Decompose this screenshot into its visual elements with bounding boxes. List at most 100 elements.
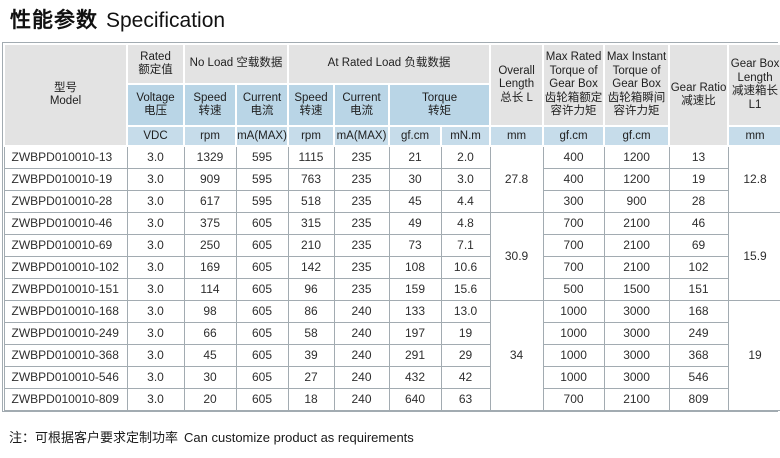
cell-torque-gfcm: 291	[388, 343, 442, 367]
cell-max-rated: 400	[542, 145, 605, 169]
cell-max-instant: 900	[603, 189, 670, 213]
unit-torque-mnm: mN.m	[439, 125, 492, 147]
cell-torque-gfcm: 49	[388, 211, 442, 235]
cell-max-instant: 1200	[603, 145, 670, 169]
cell-nl-speed: 98	[183, 299, 237, 323]
header-rated-speed: Speed 转速	[287, 83, 335, 127]
cell-voltage: 3.0	[126, 387, 185, 411]
table-row: ZWBPD010010-249 3.0 66 605 58 240 197 19…	[3, 321, 780, 345]
cell-gearbox-length-group: 19	[727, 299, 780, 411]
cell-rl-speed: 142	[287, 255, 335, 279]
cell-voltage: 3.0	[126, 145, 185, 169]
cell-model: ZWBPD010010-46	[3, 211, 128, 235]
cell-nl-speed: 909	[183, 167, 237, 191]
cell-torque-mnm: 4.4	[440, 189, 491, 213]
cell-nl-current: 595	[235, 189, 289, 213]
cell-gear-ratio: 368	[668, 343, 729, 367]
cell-max-instant: 3000	[603, 299, 670, 323]
table-row: ZWBPD010010-28 3.0 617 595 518 235 45 4.…	[3, 189, 780, 213]
cell-rl-speed: 39	[287, 343, 335, 367]
cell-max-rated: 700	[542, 387, 605, 411]
cell-torque-gfcm: 432	[388, 365, 442, 389]
cell-voltage: 3.0	[126, 299, 185, 323]
cell-gearbox-length-group: 15.9	[727, 211, 780, 301]
cell-torque-mnm: 10.6	[440, 255, 491, 279]
cell-rl-speed: 58	[287, 321, 335, 345]
cell-rl-current: 240	[333, 321, 390, 345]
header-row-units: VDC rpm mA(MAX) rpm mA(MAX) gf.cm mN.m m…	[4, 125, 780, 147]
table-row: ZWBPD010010-46 3.0 375 605 315 235 49 4.…	[3, 211, 780, 301]
cell-model: ZWBPD010010-19	[3, 167, 128, 191]
cell-rl-speed: 18	[287, 387, 335, 411]
cell-nl-current: 605	[235, 299, 289, 323]
cell-model: ZWBPD010010-151	[3, 277, 128, 301]
cell-model: ZWBPD010010-102	[3, 255, 128, 279]
cell-rl-current: 240	[333, 299, 390, 323]
unit-max-instant-gfcm: gf.cm	[603, 125, 671, 147]
unit-torque-gfcm: gf.cm	[388, 125, 442, 147]
cell-max-instant: 1200	[603, 167, 670, 191]
cell-max-instant: 1500	[603, 277, 670, 301]
cell-rl-current: 235	[333, 277, 390, 301]
cell-model: ZWBPD010010-13	[3, 145, 128, 169]
table-row: ZWBPD010010-69 3.0 250 605 210 235 73 7.…	[3, 233, 780, 257]
cell-rl-current: 235	[333, 167, 390, 191]
cell-nl-current: 605	[235, 321, 289, 345]
cell-nl-current: 595	[235, 167, 289, 191]
cell-torque-mnm: 15.6	[440, 277, 491, 301]
cell-nl-speed: 20	[183, 387, 237, 411]
cell-voltage: 3.0	[126, 343, 185, 367]
header-overall-length: Overall Length 总长 L	[489, 43, 545, 127]
cell-gear-ratio: 168	[668, 299, 729, 323]
table-row: ZWBPD010010-19 3.0 909 595 763 235 30 3.…	[3, 167, 780, 191]
cell-gear-ratio: 546	[668, 365, 729, 389]
table-row: ZWBPD010010-368 3.0 45 605 39 240 291 29…	[3, 343, 780, 367]
cell-gear-ratio: 28	[668, 189, 729, 213]
cell-max-instant: 2100	[603, 255, 670, 279]
cell-gear-ratio: 19	[668, 167, 729, 191]
cell-rl-speed: 27	[287, 365, 335, 389]
cell-model: ZWBPD010010-168	[3, 299, 128, 323]
cell-model: ZWBPD010010-69	[3, 233, 128, 257]
cell-rl-current: 235	[333, 211, 390, 235]
cell-max-rated: 700	[542, 211, 605, 235]
cell-torque-mnm: 4.8	[440, 211, 491, 235]
cell-torque-gfcm: 73	[388, 233, 442, 257]
header-gearbox-length: Gear Box Length 减速箱长 L1	[727, 43, 780, 127]
cell-torque-gfcm: 197	[388, 321, 442, 345]
cell-rl-speed: 763	[287, 167, 335, 191]
header-max-rated-torque: Max Rated Torque of Gear Box 齿轮箱额定 容许力矩	[542, 43, 606, 127]
cell-torque-mnm: 63	[440, 387, 491, 411]
table-row: ZWBPD010010-168 3.0 98 605 86 240 133 13…	[3, 299, 780, 411]
header-gear-ratio: Gear Ratio 减速比	[668, 43, 730, 147]
cell-max-rated: 300	[542, 189, 605, 213]
cell-nl-speed: 66	[183, 321, 237, 345]
cell-model: ZWBPD010010-368	[3, 343, 128, 367]
cell-gear-ratio: 151	[668, 277, 729, 301]
header-row-groups: 型号 Model Rated 额定值 No Load 空载数据 At Rated…	[3, 43, 780, 147]
cell-max-rated: 1000	[542, 299, 605, 323]
cell-nl-current: 595	[235, 145, 289, 169]
cell-voltage: 3.0	[126, 211, 185, 235]
cell-max-rated: 1000	[542, 321, 605, 345]
cell-max-rated: 500	[542, 277, 605, 301]
header-noload-speed: Speed 转速	[183, 83, 237, 127]
cell-torque-gfcm: 21	[388, 145, 442, 169]
cell-nl-current: 605	[235, 387, 289, 411]
cell-max-rated: 1000	[542, 365, 605, 389]
cell-gear-ratio: 249	[668, 321, 729, 345]
cell-voltage: 3.0	[126, 167, 185, 191]
header-no-load: No Load 空载数据	[183, 43, 289, 85]
unit-noload-ma: mA(MAX)	[235, 125, 289, 147]
header-row-sub: Voltage 电压 Speed 转速 Current 电流 Speed 转速 …	[4, 83, 780, 127]
cell-overall-length-group: 34	[489, 299, 544, 411]
cell-voltage: 3.0	[126, 233, 185, 257]
cell-torque-mnm: 13.0	[440, 299, 491, 323]
cell-voltage: 3.0	[126, 255, 185, 279]
cell-rl-current: 235	[333, 233, 390, 257]
cell-nl-current: 605	[235, 255, 289, 279]
cell-rl-current: 240	[333, 365, 390, 389]
cell-overall-length-group: 27.8	[489, 145, 544, 213]
cell-nl-current: 605	[235, 343, 289, 367]
cell-torque-gfcm: 108	[388, 255, 442, 279]
